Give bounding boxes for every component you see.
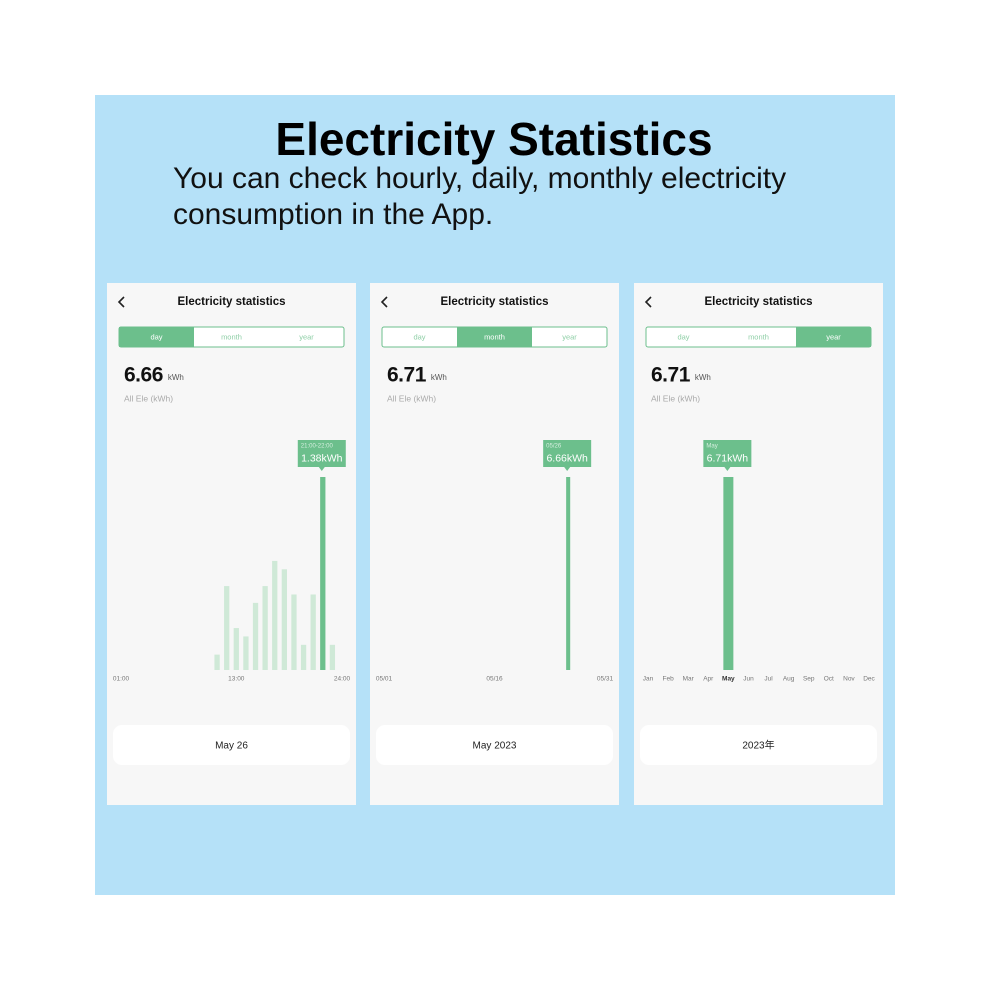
total-value: 6.71 (387, 364, 427, 387)
tooltip-title: 21:00-22:00 (301, 444, 334, 450)
active-tab (796, 327, 871, 347)
tooltip-pointer (318, 467, 325, 471)
bar (233, 628, 239, 670)
bar (310, 594, 316, 670)
back-arrow[interactable] (644, 296, 652, 308)
bar (320, 477, 326, 670)
x-tick-label: Jul (764, 676, 773, 683)
page-title: Electricity Statistics (275, 113, 713, 165)
bar (214, 654, 220, 670)
screen-title: Electricity statistics (177, 296, 285, 308)
subtitle-line: You can check hourly, daily, monthly ele… (173, 162, 787, 195)
tooltip-value: 6.66kWh (546, 452, 588, 464)
tab-label[interactable]: month (484, 332, 505, 341)
tab-label[interactable]: day (677, 332, 689, 341)
tab-label[interactable]: month (221, 332, 242, 341)
back-arrow[interactable] (117, 296, 125, 308)
tooltip-pointer (564, 467, 571, 471)
bar (252, 602, 259, 670)
tab-label[interactable]: month (748, 332, 769, 341)
x-tick-label: 05/16 (486, 676, 503, 683)
bar (329, 644, 336, 670)
date-card[interactable] (113, 725, 350, 765)
active-tab (457, 327, 532, 347)
bar (300, 644, 307, 670)
total-label: All Ele (kWh) (124, 393, 173, 403)
x-tick-label: May (722, 676, 735, 683)
date-label: 2023年 (742, 739, 774, 752)
tooltip-box (703, 440, 752, 467)
tooltip-box (297, 440, 346, 467)
tab-label[interactable]: day (150, 332, 162, 341)
total-unit: kWh (168, 373, 184, 382)
bar (243, 636, 249, 670)
date-card[interactable] (640, 725, 877, 765)
x-tick-label: Aug (783, 676, 795, 683)
tooltip-value: 1.38kWh (301, 452, 343, 464)
tooltip-title: 05/26 (546, 444, 562, 450)
total-value: 6.71 (651, 364, 691, 387)
date-card[interactable] (376, 725, 613, 765)
subtitle-line: consumption in the App. (173, 198, 494, 231)
tooltip-value: 6.71kWh (707, 452, 749, 464)
bar (262, 586, 268, 670)
x-tick-label: 01:00 (113, 676, 130, 683)
total-value: 6.66 (124, 364, 163, 387)
x-tick-label: 05/01 (376, 676, 393, 683)
x-tick-label: 24:00 (334, 676, 351, 683)
x-tick-label: Mar (683, 676, 695, 683)
phone-screen: Electricity statistics day month year 6.66 kW… (107, 283, 356, 805)
x-tick-label: Apr (703, 676, 714, 683)
bar (272, 560, 278, 670)
x-tick-label: 13:00 (228, 676, 245, 683)
bar (281, 569, 287, 670)
active-tab (119, 327, 194, 347)
x-tick-label: Dec (863, 676, 875, 683)
bar (224, 586, 230, 670)
total-unit: kWh (431, 373, 447, 382)
screen-title: Electricity statistics (704, 296, 812, 308)
back-arrow[interactable] (380, 296, 388, 308)
screen-title: Electricity statistics (440, 296, 548, 308)
tooltip-title: May (706, 444, 717, 450)
x-tick-label: Feb (662, 676, 674, 683)
bar (566, 477, 571, 670)
x-tick-label: 05/31 (597, 676, 614, 683)
total-label: All Ele (kWh) (651, 393, 700, 403)
phone-screen: Electricity statistics day month year 6.71 kW… (370, 283, 619, 805)
total-unit: kWh (695, 373, 711, 382)
date-label: May 2023 (473, 741, 517, 752)
total-label: All Ele (kWh) (387, 393, 436, 403)
tab-label[interactable]: year (826, 332, 841, 341)
x-tick-label: Jun (743, 676, 754, 683)
tooltip-pointer (724, 467, 731, 471)
tab-label[interactable]: year (299, 332, 314, 341)
x-tick-label: Jan (643, 676, 654, 683)
bar (291, 594, 297, 670)
tooltip-box (543, 440, 592, 467)
tab-label[interactable]: day (413, 332, 425, 341)
bar (723, 477, 734, 670)
tab-label[interactable]: year (562, 332, 577, 341)
x-tick-label: Oct (824, 676, 834, 683)
date-label: May 26 (215, 741, 248, 752)
x-tick-label: Sep (803, 676, 815, 683)
x-tick-label: Nov (843, 676, 855, 683)
